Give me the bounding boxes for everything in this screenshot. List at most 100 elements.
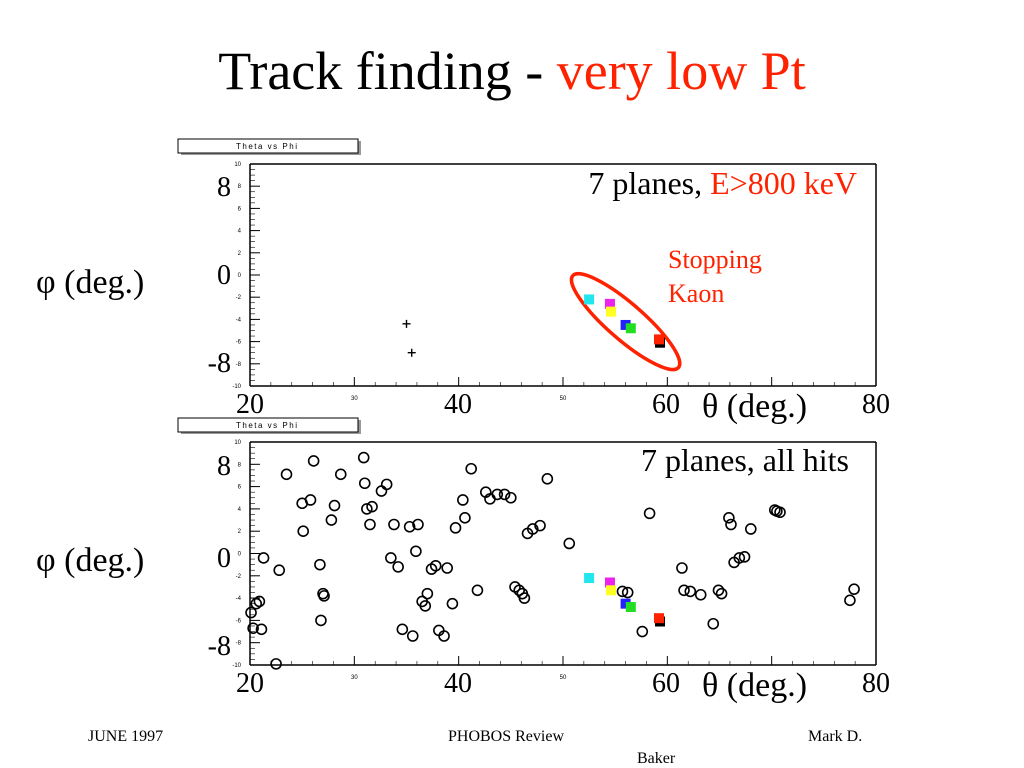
y-tick-label-big: -8 xyxy=(208,631,231,662)
data-point-circle xyxy=(406,630,419,642)
slide-title: Track finding - very low Pt xyxy=(0,40,1024,102)
data-point-circle xyxy=(518,592,531,604)
data-point-circle xyxy=(465,462,477,475)
y-tick-label-small: -10 xyxy=(232,663,241,669)
y-tick-label-small: 6 xyxy=(238,206,242,212)
data-point-circle xyxy=(678,584,690,597)
data-point-square xyxy=(605,585,616,596)
y-tick-label-big: 8 xyxy=(217,172,231,203)
data-point-circle xyxy=(304,494,317,506)
y-tick-label-small: 2 xyxy=(238,529,242,535)
y-tick-label-small: 4 xyxy=(238,507,242,513)
data-point-circle xyxy=(707,617,720,630)
data-point-circle xyxy=(245,606,257,619)
y-tick-label-small: -2 xyxy=(236,295,242,301)
x-tick-label-big: 20 xyxy=(236,668,264,699)
x-axis-label: θ (deg.) xyxy=(702,667,807,704)
data-point-circle xyxy=(396,623,409,636)
y-tick-label-small: -8 xyxy=(236,641,242,647)
stopping-kaon-label: Kaon xyxy=(668,279,724,308)
data-point-circle xyxy=(273,564,286,577)
data-point-circle xyxy=(438,630,450,642)
data-point-circle xyxy=(526,523,539,535)
y-tick-label-big: 8 xyxy=(217,451,231,482)
y-tick-label-small: 10 xyxy=(234,440,241,446)
y-tick-label-small: -4 xyxy=(236,596,242,602)
data-point-square xyxy=(625,323,636,334)
data-point-circle xyxy=(410,545,422,558)
y-tick-label-small: 2 xyxy=(238,251,242,257)
data-point-circle xyxy=(636,625,649,638)
footer-author-line1: Mark D. xyxy=(808,728,863,745)
data-point-square xyxy=(625,602,636,613)
data-point-circle xyxy=(738,551,751,563)
y-tick-label-big: 0 xyxy=(217,543,231,574)
data-point-square xyxy=(604,298,615,309)
data-point-circle xyxy=(848,583,860,595)
stopping-kaon-label: Stopping xyxy=(668,245,762,274)
y-tick-label-big: 0 xyxy=(217,260,231,291)
data-point-circle xyxy=(358,477,371,490)
data-point-circle xyxy=(534,519,546,532)
data-point-circle xyxy=(446,597,459,610)
stopping-kaon-ellipse xyxy=(569,271,682,372)
data-point-cross xyxy=(402,319,411,328)
data-point-circle xyxy=(318,590,330,602)
data-point-circle xyxy=(505,491,517,504)
x-tick-label-big: 60 xyxy=(652,668,680,699)
title-main: Track finding - xyxy=(218,41,557,101)
data-point-circle xyxy=(314,558,326,571)
data-point-circle xyxy=(392,561,404,573)
x-tick-label-big: 20 xyxy=(236,389,264,420)
data-point-square xyxy=(584,294,595,305)
data-point-circle xyxy=(361,503,373,515)
x-tick-label-big: 80 xyxy=(862,389,890,420)
x-tick-label-small: 30 xyxy=(351,675,358,681)
data-point-circle xyxy=(715,587,728,600)
data-point-circle xyxy=(441,562,453,574)
data-point-circle xyxy=(412,518,424,531)
data-point-circle xyxy=(844,594,856,607)
data-point-circle xyxy=(280,468,293,481)
y-tick-label-small: 10 xyxy=(234,162,241,168)
data-point-circle xyxy=(250,597,263,610)
data-point-circle xyxy=(541,472,554,485)
title-accent: very low Pt xyxy=(556,41,806,101)
data-point-circle xyxy=(744,523,757,535)
data-point-square xyxy=(620,319,631,330)
chart-annotation: 7 planes, all hits xyxy=(641,442,849,478)
data-point-circle xyxy=(498,488,511,501)
data-point-circle xyxy=(366,500,378,513)
data-point-circle xyxy=(774,506,786,519)
data-point-cross xyxy=(407,348,416,357)
chart-title-box-text: Theta vs Phi xyxy=(236,421,298,430)
data-point-circle xyxy=(676,562,688,574)
data-point-circle xyxy=(491,488,504,501)
y-axis-label: φ (deg.) xyxy=(36,542,144,579)
data-point-circle xyxy=(334,468,347,481)
data-point-circle xyxy=(247,622,259,635)
chart-annotation: 7 planes, E>800 keV xyxy=(588,165,857,201)
data-point-square xyxy=(620,598,631,609)
data-point-circle xyxy=(513,584,525,597)
data-point-circle xyxy=(421,587,434,600)
data-point-circle xyxy=(357,451,370,464)
y-tick-label-small: 4 xyxy=(238,229,242,235)
data-point-circle xyxy=(621,586,634,599)
footer-author-line2: Baker xyxy=(637,750,676,767)
data-point-square xyxy=(653,334,664,345)
data-point-circle xyxy=(364,518,376,531)
data-point-circle xyxy=(297,525,310,538)
x-tick-label-small: 50 xyxy=(560,396,567,402)
data-point-circle xyxy=(328,499,341,512)
x-tick-label-big: 80 xyxy=(862,668,890,699)
data-point-square xyxy=(584,573,595,584)
data-point-circle xyxy=(255,623,268,636)
data-point-circle xyxy=(325,514,338,526)
data-point-square xyxy=(653,613,664,624)
data-point-circle xyxy=(429,559,442,572)
y-tick-label-small: 0 xyxy=(238,273,242,279)
data-point-circle xyxy=(449,522,462,534)
data-point-circle xyxy=(315,614,327,627)
